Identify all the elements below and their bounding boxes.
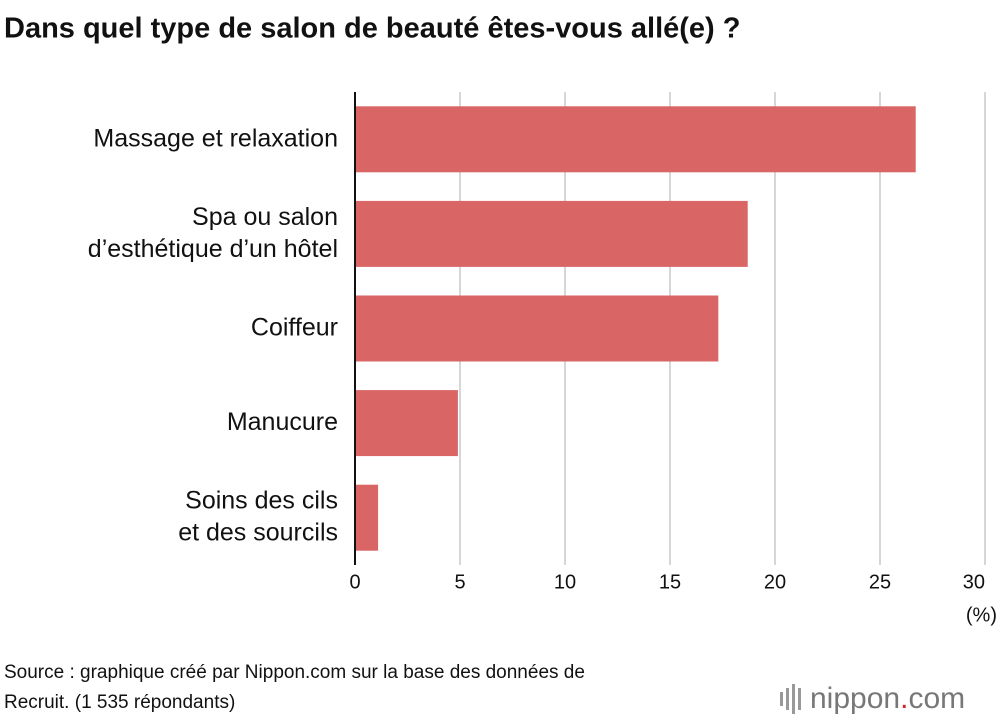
bar bbox=[355, 484, 379, 551]
x-axis-unit: (%) bbox=[966, 604, 997, 626]
y-tick-label: Spa ou salon d’esthétique d’un hôtel bbox=[88, 203, 338, 263]
x-tick-label: 15 bbox=[659, 571, 681, 593]
y-tick-label-line: Soins des cils bbox=[185, 486, 338, 514]
y-tick-label: Coiffeur bbox=[251, 313, 338, 341]
logo-mark bbox=[780, 684, 801, 714]
x-tick-label: 0 bbox=[349, 571, 360, 593]
x-tick-label: 5 bbox=[454, 571, 465, 593]
y-tick-label-line: Spa ou salon bbox=[192, 203, 338, 231]
y-tick-label: Soins des cils et des sourcils bbox=[178, 486, 338, 546]
chart-title: Dans quel type de salon de beauté êtes-v… bbox=[4, 13, 740, 45]
logo-dot: . bbox=[900, 682, 908, 715]
x-tick-label: 25 bbox=[869, 571, 891, 593]
y-tick-label: Manucure bbox=[227, 408, 338, 436]
source-line: Source : graphique créé par Nippon.com s… bbox=[4, 662, 585, 683]
bar bbox=[355, 200, 748, 267]
x-tick-label: 10 bbox=[554, 571, 576, 593]
y-tick-label: Massage et relaxation bbox=[93, 124, 338, 152]
logo: nippon.com bbox=[810, 682, 965, 715]
logo-name: nippon bbox=[810, 682, 900, 715]
y-tick-label-line: Massage et relaxation bbox=[93, 124, 338, 152]
y-tick-label-line: Manucure bbox=[227, 408, 338, 436]
source-line: Recruit. (1 535 répondants) bbox=[4, 692, 235, 713]
logo-suffix: com bbox=[908, 682, 965, 715]
y-tick-label-line: et des sourcils bbox=[178, 518, 338, 546]
y-tick-label-line: d’esthétique d’un hôtel bbox=[88, 235, 338, 263]
x-tick-label: 30 bbox=[963, 571, 985, 593]
bar bbox=[355, 390, 458, 457]
y-tick-label-line: Coiffeur bbox=[251, 313, 338, 341]
bar bbox=[355, 295, 719, 362]
x-tick-label: 20 bbox=[764, 571, 786, 593]
bar bbox=[355, 106, 916, 173]
